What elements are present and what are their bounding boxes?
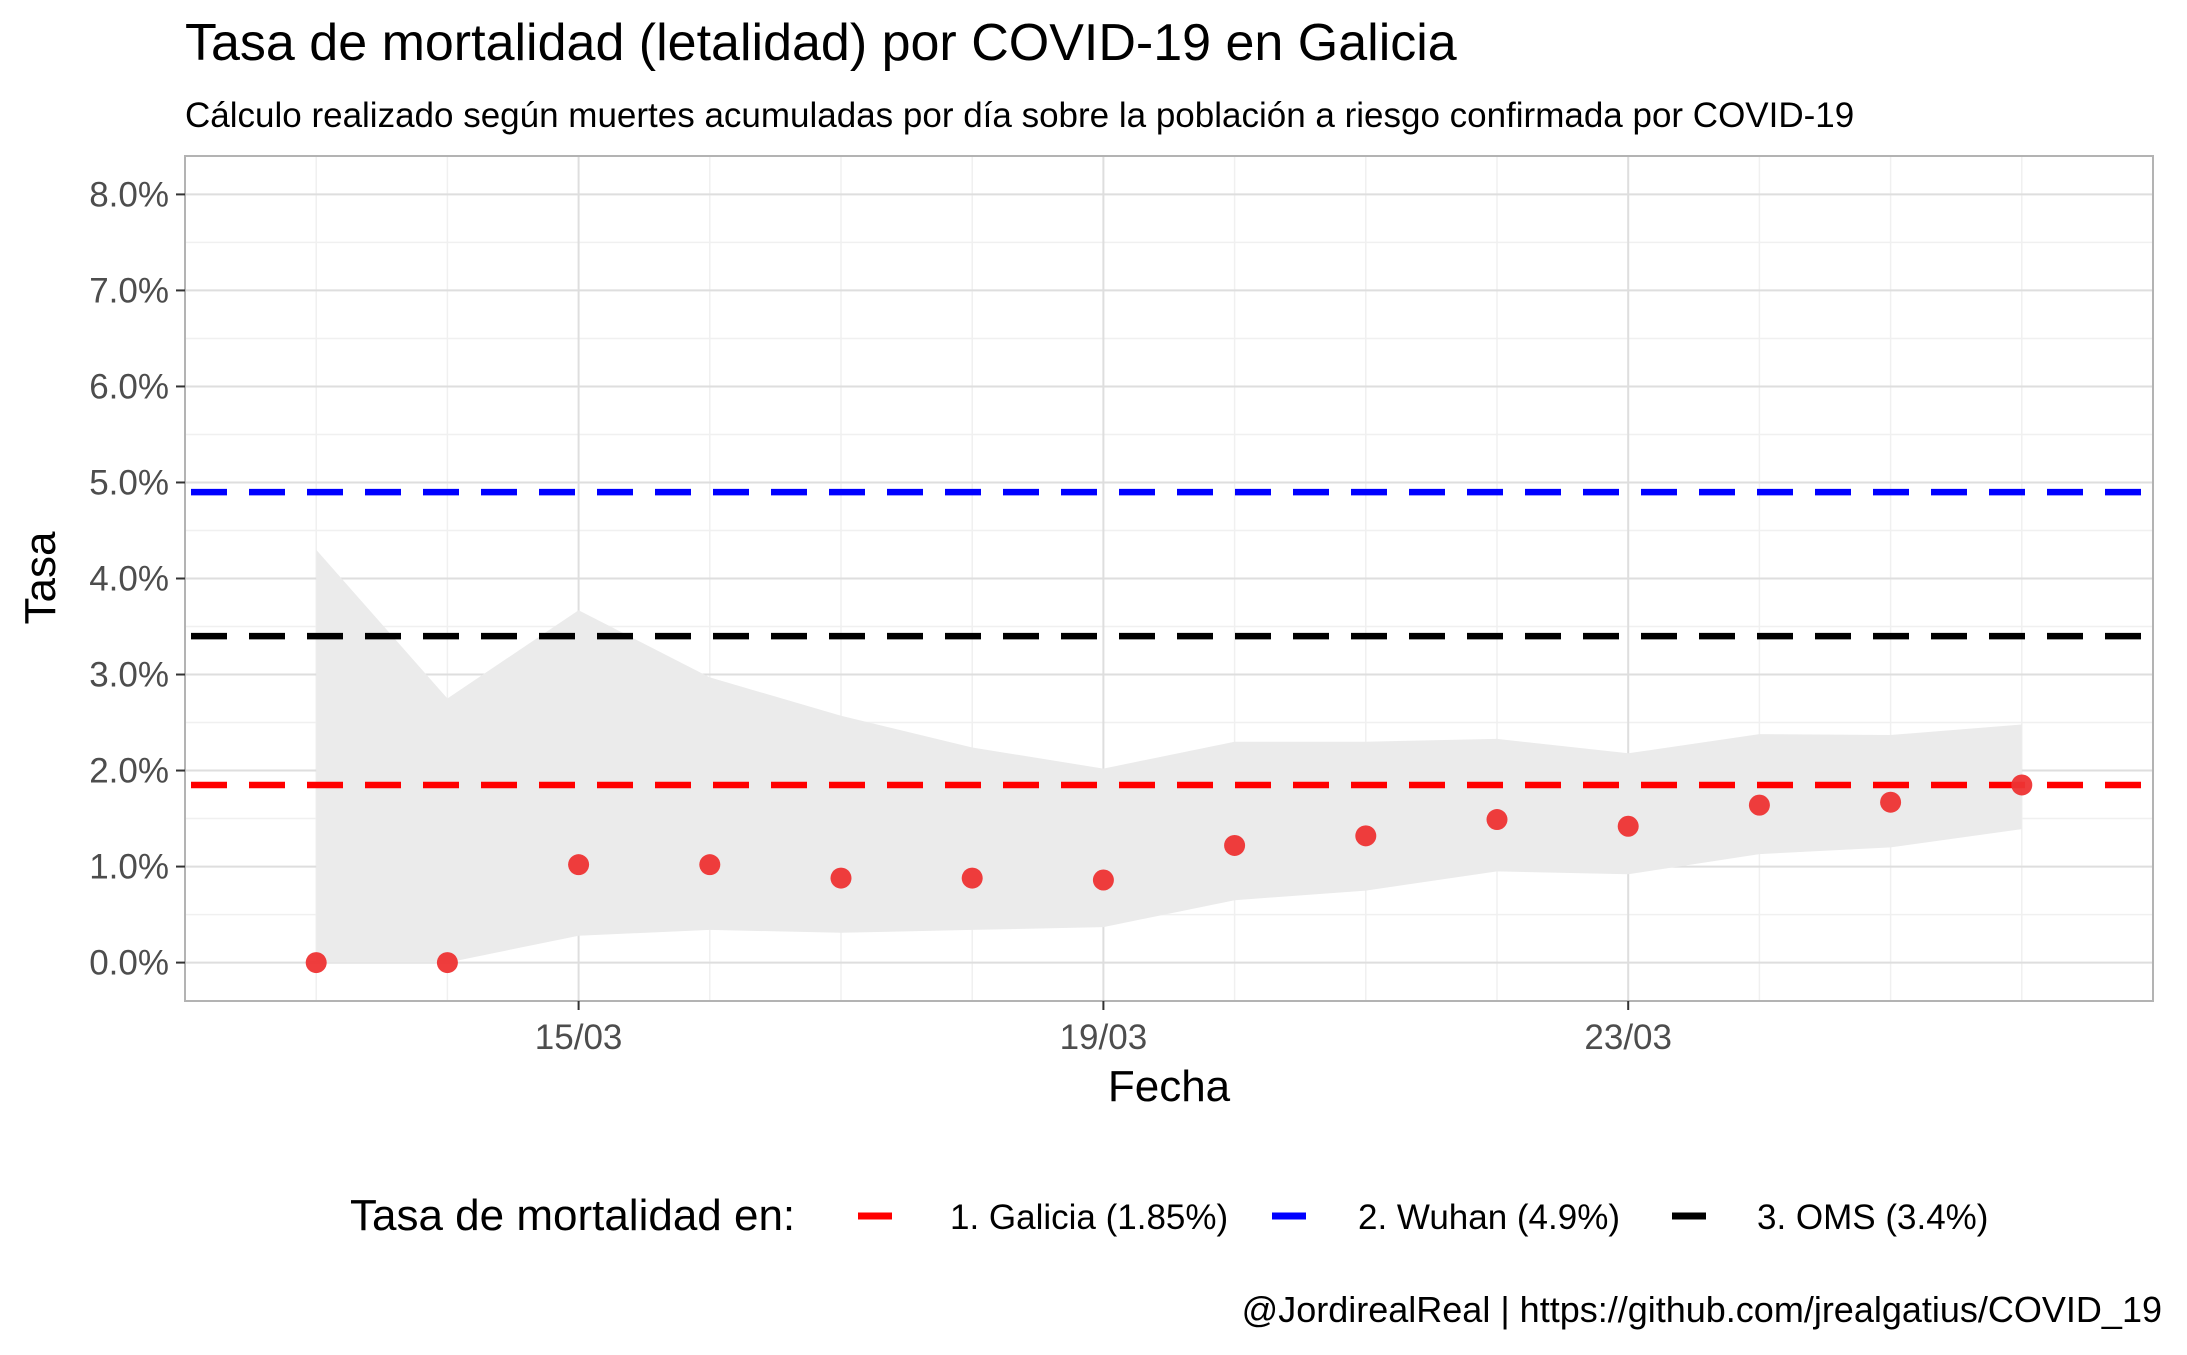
data-point (1355, 825, 1377, 847)
x-axis: 15/03 19/03 23/03 (535, 1001, 1672, 1057)
reference-lines-layer (185, 488, 2153, 789)
legend-label-3: 3. OMS (3.4%) (1757, 1198, 1988, 1237)
y-tick-label: 4.0% (89, 560, 169, 599)
y-tick-label: 5.0% (89, 463, 169, 502)
y-tick-label: 7.0% (89, 271, 169, 310)
data-point (830, 867, 852, 889)
data-point (568, 854, 590, 876)
data-point (1748, 794, 1770, 816)
legend-title: Tasa de mortalidad en: (350, 1191, 795, 1240)
y-tick-label: 0.0% (89, 944, 169, 983)
data-point (961, 867, 983, 889)
legend-label-1: 1. Galicia (1.85%) (950, 1198, 1228, 1237)
y-tick-label: 2.0% (89, 752, 169, 791)
chart-caption: @JordirealReal | https://github.com/jrea… (1242, 1289, 2162, 1330)
x-tick-label: 15/03 (535, 1018, 623, 1057)
data-point (1486, 809, 1508, 831)
confidence-band (316, 549, 2022, 963)
y-tick-label: 6.0% (89, 367, 169, 406)
x-tick-label: 19/03 (1060, 1018, 1148, 1057)
data-point (1880, 791, 1902, 813)
legend: Tasa de mortalidad en: 1. Galicia (1.85%… (350, 1191, 1988, 1240)
y-tick-label: 1.0% (89, 848, 169, 887)
data-point (1617, 815, 1639, 837)
y-axis: 0.0% 1.0% 2.0% 3.0% 4.0% 5.0% 6.0% 7.0% 8.0% (89, 175, 185, 983)
confidence-band-layer (316, 549, 2022, 963)
y-tick-label: 8.0% (89, 175, 169, 214)
data-point (436, 952, 458, 974)
data-point (305, 952, 327, 974)
y-tick-label: 3.0% (89, 656, 169, 695)
chart-subtitle: Cálculo realizado según muertes acumulad… (185, 96, 1854, 135)
x-tick-label: 23/03 (1584, 1018, 1672, 1057)
legend-label-2: 2. Wuhan (4.9%) (1358, 1198, 1620, 1237)
x-axis-title: Fecha (1108, 1062, 1231, 1111)
data-point (1224, 834, 1246, 856)
data-point (2011, 774, 2033, 796)
data-point (1092, 869, 1114, 891)
y-axis-title: Tasa (16, 531, 65, 624)
data-points-layer (305, 774, 2033, 974)
data-point (699, 854, 721, 876)
chart-title: Tasa de mortalidad (letalidad) por COVID… (185, 14, 1457, 72)
